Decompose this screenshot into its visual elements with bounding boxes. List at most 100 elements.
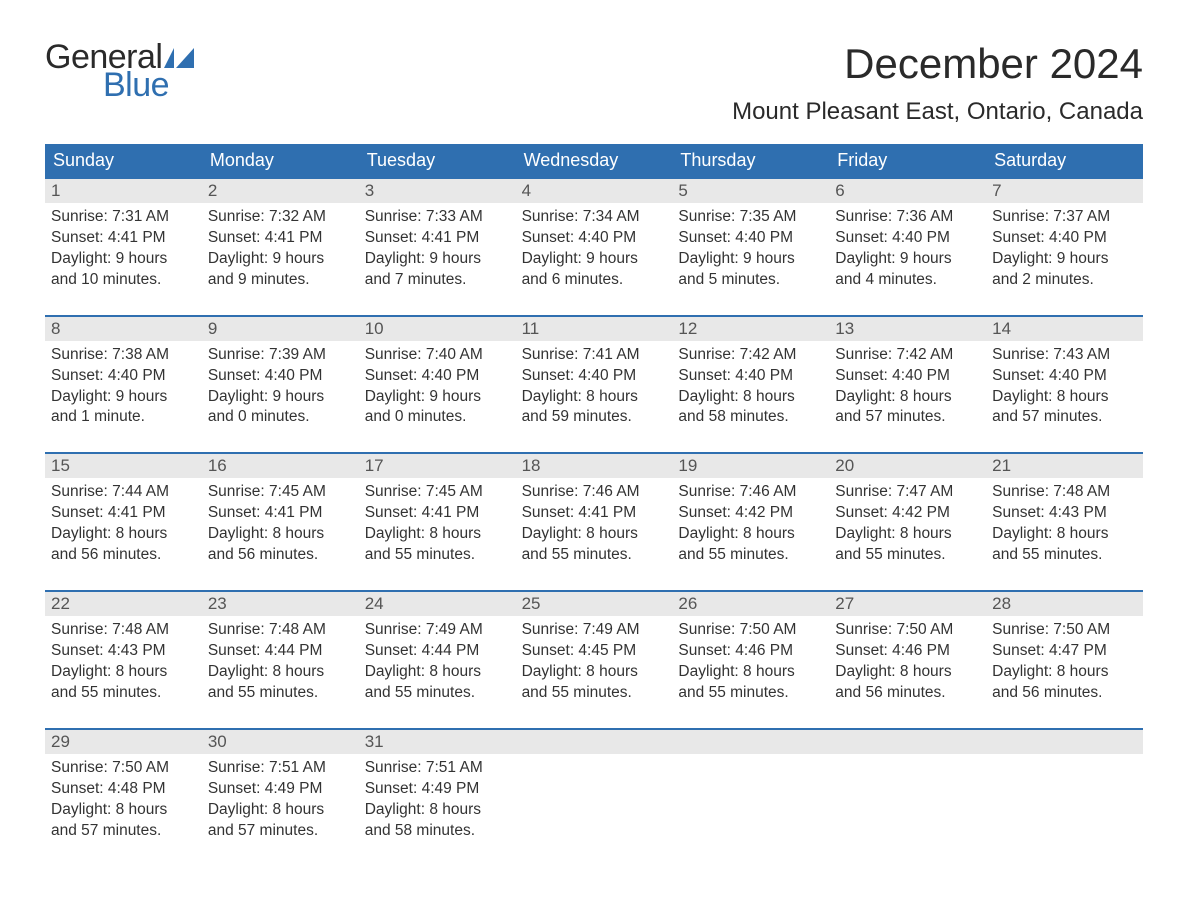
day-details: Sunrise: 7:48 AMSunset: 4:43 PMDaylight:… <box>986 478 1143 572</box>
calendar-day: 12Sunrise: 7:42 AMSunset: 4:40 PMDayligh… <box>672 317 829 435</box>
day-sunrise: Sunrise: 7:35 AM <box>678 207 823 228</box>
day-dl2: and 0 minutes. <box>208 407 353 428</box>
day-dl2: and 55 minutes. <box>678 545 823 566</box>
day-sunrise: Sunrise: 7:31 AM <box>51 207 196 228</box>
calendar-day: 9Sunrise: 7:39 AMSunset: 4:40 PMDaylight… <box>202 317 359 435</box>
day-number: . <box>829 730 986 754</box>
day-details: Sunrise: 7:41 AMSunset: 4:40 PMDaylight:… <box>516 341 673 435</box>
day-number: 14 <box>986 317 1143 341</box>
day-details: Sunrise: 7:44 AMSunset: 4:41 PMDaylight:… <box>45 478 202 572</box>
day-dl2: and 57 minutes. <box>835 407 980 428</box>
day-dl2: and 55 minutes. <box>992 545 1137 566</box>
day-number: . <box>986 730 1143 754</box>
day-sunrise: Sunrise: 7:44 AM <box>51 482 196 503</box>
day-details: Sunrise: 7:51 AMSunset: 4:49 PMDaylight:… <box>359 754 516 848</box>
brand-word2: Blue <box>103 68 194 102</box>
day-dl1: Daylight: 9 hours <box>522 249 667 270</box>
weekday-header: Saturday <box>986 144 1143 177</box>
day-dl1: Daylight: 8 hours <box>522 662 667 683</box>
day-sunset: Sunset: 4:40 PM <box>51 366 196 387</box>
calendar-day: 20Sunrise: 7:47 AMSunset: 4:42 PMDayligh… <box>829 454 986 572</box>
day-dl2: and 56 minutes. <box>835 683 980 704</box>
day-details: Sunrise: 7:51 AMSunset: 4:49 PMDaylight:… <box>202 754 359 848</box>
day-number: 28 <box>986 592 1143 616</box>
day-number: . <box>516 730 673 754</box>
calendar-day: 21Sunrise: 7:48 AMSunset: 4:43 PMDayligh… <box>986 454 1143 572</box>
day-sunrise: Sunrise: 7:40 AM <box>365 345 510 366</box>
day-sunrise: Sunrise: 7:42 AM <box>678 345 823 366</box>
day-sunrise: Sunrise: 7:50 AM <box>678 620 823 641</box>
day-sunset: Sunset: 4:41 PM <box>51 228 196 249</box>
day-dl2: and 56 minutes. <box>992 683 1137 704</box>
day-dl1: Daylight: 8 hours <box>992 662 1137 683</box>
brand-logo: General Blue <box>45 40 194 102</box>
day-sunset: Sunset: 4:42 PM <box>678 503 823 524</box>
day-details: Sunrise: 7:34 AMSunset: 4:40 PMDaylight:… <box>516 203 673 297</box>
day-sunset: Sunset: 4:41 PM <box>208 228 353 249</box>
day-sunset: Sunset: 4:40 PM <box>522 228 667 249</box>
calendar-day: 10Sunrise: 7:40 AMSunset: 4:40 PMDayligh… <box>359 317 516 435</box>
day-number: . <box>672 730 829 754</box>
day-dl1: Daylight: 9 hours <box>51 387 196 408</box>
calendar-day: 25Sunrise: 7:49 AMSunset: 4:45 PMDayligh… <box>516 592 673 710</box>
day-dl1: Daylight: 8 hours <box>365 524 510 545</box>
day-details: Sunrise: 7:49 AMSunset: 4:45 PMDaylight:… <box>516 616 673 710</box>
calendar-day: 15Sunrise: 7:44 AMSunset: 4:41 PMDayligh… <box>45 454 202 572</box>
day-dl2: and 57 minutes. <box>208 821 353 842</box>
day-number: 10 <box>359 317 516 341</box>
day-sunset: Sunset: 4:40 PM <box>835 366 980 387</box>
day-number: 23 <box>202 592 359 616</box>
day-dl2: and 55 minutes. <box>678 683 823 704</box>
day-number: 15 <box>45 454 202 478</box>
day-number: 26 <box>672 592 829 616</box>
day-details: Sunrise: 7:31 AMSunset: 4:41 PMDaylight:… <box>45 203 202 297</box>
day-dl1: Daylight: 9 hours <box>365 249 510 270</box>
calendar-day: 22Sunrise: 7:48 AMSunset: 4:43 PMDayligh… <box>45 592 202 710</box>
day-number: 8 <box>45 317 202 341</box>
calendar-day: 4Sunrise: 7:34 AMSunset: 4:40 PMDaylight… <box>516 179 673 297</box>
day-sunset: Sunset: 4:40 PM <box>678 228 823 249</box>
day-sunrise: Sunrise: 7:33 AM <box>365 207 510 228</box>
day-sunset: Sunset: 4:41 PM <box>208 503 353 524</box>
calendar-day: . <box>516 730 673 848</box>
day-details: Sunrise: 7:33 AMSunset: 4:41 PMDaylight:… <box>359 203 516 297</box>
day-sunset: Sunset: 4:47 PM <box>992 641 1137 662</box>
day-details: Sunrise: 7:40 AMSunset: 4:40 PMDaylight:… <box>359 341 516 435</box>
day-number: 24 <box>359 592 516 616</box>
day-number: 6 <box>829 179 986 203</box>
day-dl1: Daylight: 9 hours <box>835 249 980 270</box>
day-sunset: Sunset: 4:41 PM <box>365 228 510 249</box>
day-sunrise: Sunrise: 7:50 AM <box>992 620 1137 641</box>
day-dl2: and 58 minutes. <box>678 407 823 428</box>
flag-icon <box>164 48 194 68</box>
day-number: 17 <box>359 454 516 478</box>
day-sunset: Sunset: 4:46 PM <box>835 641 980 662</box>
day-details: Sunrise: 7:46 AMSunset: 4:41 PMDaylight:… <box>516 478 673 572</box>
day-number: 13 <box>829 317 986 341</box>
day-sunrise: Sunrise: 7:45 AM <box>208 482 353 503</box>
day-sunset: Sunset: 4:41 PM <box>365 503 510 524</box>
day-sunset: Sunset: 4:45 PM <box>522 641 667 662</box>
day-number: 11 <box>516 317 673 341</box>
day-sunrise: Sunrise: 7:49 AM <box>365 620 510 641</box>
day-sunrise: Sunrise: 7:32 AM <box>208 207 353 228</box>
weekday-header: Thursday <box>672 144 829 177</box>
day-dl1: Daylight: 9 hours <box>678 249 823 270</box>
calendar-day: 29Sunrise: 7:50 AMSunset: 4:48 PMDayligh… <box>45 730 202 848</box>
day-details: Sunrise: 7:32 AMSunset: 4:41 PMDaylight:… <box>202 203 359 297</box>
weekday-header: Monday <box>202 144 359 177</box>
day-dl1: Daylight: 8 hours <box>678 387 823 408</box>
calendar-day: 31Sunrise: 7:51 AMSunset: 4:49 PMDayligh… <box>359 730 516 848</box>
day-dl1: Daylight: 8 hours <box>835 662 980 683</box>
day-details: Sunrise: 7:37 AMSunset: 4:40 PMDaylight:… <box>986 203 1143 297</box>
day-sunset: Sunset: 4:40 PM <box>365 366 510 387</box>
day-dl1: Daylight: 9 hours <box>208 249 353 270</box>
day-details: Sunrise: 7:48 AMSunset: 4:43 PMDaylight:… <box>45 616 202 710</box>
calendar-day: . <box>986 730 1143 848</box>
day-sunrise: Sunrise: 7:49 AM <box>522 620 667 641</box>
day-sunset: Sunset: 4:42 PM <box>835 503 980 524</box>
calendar-day: . <box>829 730 986 848</box>
weekday-header: Sunday <box>45 144 202 177</box>
day-sunrise: Sunrise: 7:38 AM <box>51 345 196 366</box>
day-dl1: Daylight: 8 hours <box>522 387 667 408</box>
